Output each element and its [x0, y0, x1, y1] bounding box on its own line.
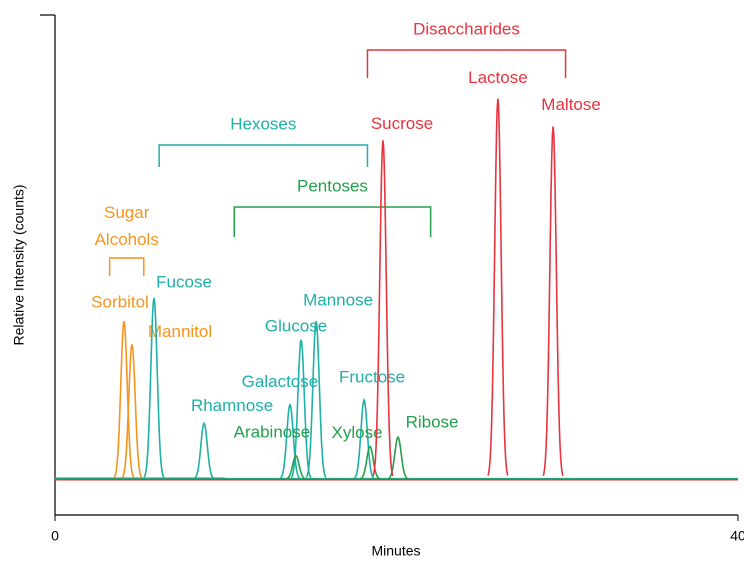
x-axis-label: Minutes: [371, 543, 420, 559]
peak-label: Mannitol: [148, 322, 212, 341]
peak-label: Glucose: [265, 316, 327, 335]
peak: [372, 140, 394, 477]
peak: [113, 321, 135, 478]
peak: [359, 445, 381, 480]
peak: [290, 339, 312, 479]
peak: [542, 126, 564, 476]
peak: [143, 297, 165, 478]
peak-label: Ribose: [406, 413, 459, 432]
peak: [121, 344, 143, 479]
peak: [193, 421, 215, 480]
group-label: Hexoses: [230, 114, 296, 133]
peak-label: Rhamnose: [191, 396, 273, 415]
peak-label: Fucose: [156, 273, 212, 292]
group-label: Sugar Alcohols: [95, 203, 159, 249]
peak: [285, 454, 306, 480]
peak-label: Arabinose: [234, 422, 311, 441]
peak-label: Xylose: [332, 423, 383, 442]
x-tick-label: 0: [51, 528, 59, 544]
group-bracket: [366, 49, 567, 78]
group-bracket: [108, 257, 145, 276]
x-tick-label: 40: [730, 528, 744, 544]
peak-label: Galactose: [242, 372, 319, 391]
peak-label: Mannose: [303, 291, 373, 310]
peak-label: Maltose: [541, 95, 601, 114]
peak-label: Sorbitol: [91, 293, 149, 312]
group-label: Pentoses: [297, 176, 368, 195]
group-bracket: [158, 144, 369, 167]
peak: [487, 98, 509, 476]
peak: [353, 397, 375, 479]
peak: [305, 321, 327, 478]
peak-label: Sucrose: [371, 114, 433, 133]
peak-label: Fructose: [339, 368, 405, 387]
group-label: Disaccharides: [413, 19, 520, 38]
y-axis-label: Relative Intensity (counts): [11, 184, 27, 345]
group-bracket: [233, 206, 432, 237]
peak-label: Lactose: [468, 68, 528, 87]
peak: [279, 402, 301, 479]
